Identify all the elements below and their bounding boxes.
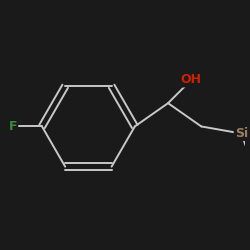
Text: OH: OH — [181, 74, 202, 86]
Text: Si: Si — [235, 127, 248, 140]
Text: F: F — [9, 120, 17, 133]
